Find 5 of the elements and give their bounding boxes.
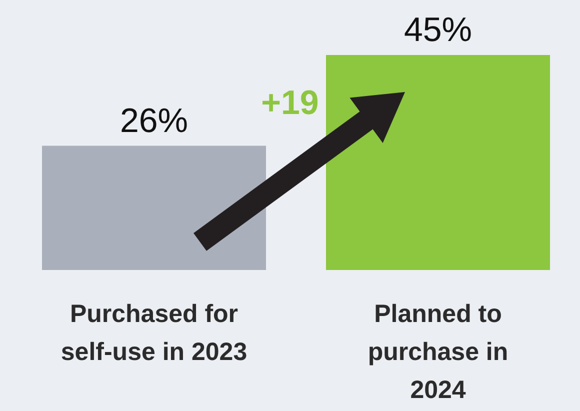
x-tick-label: Purchased for self-use in 2023 [60,300,248,366]
data-label: 26% [120,102,188,140]
annotation: +19 [261,84,319,122]
data-label: 45% [404,11,472,49]
x-tick-label: Planned to purchase in 2024 [368,300,508,404]
